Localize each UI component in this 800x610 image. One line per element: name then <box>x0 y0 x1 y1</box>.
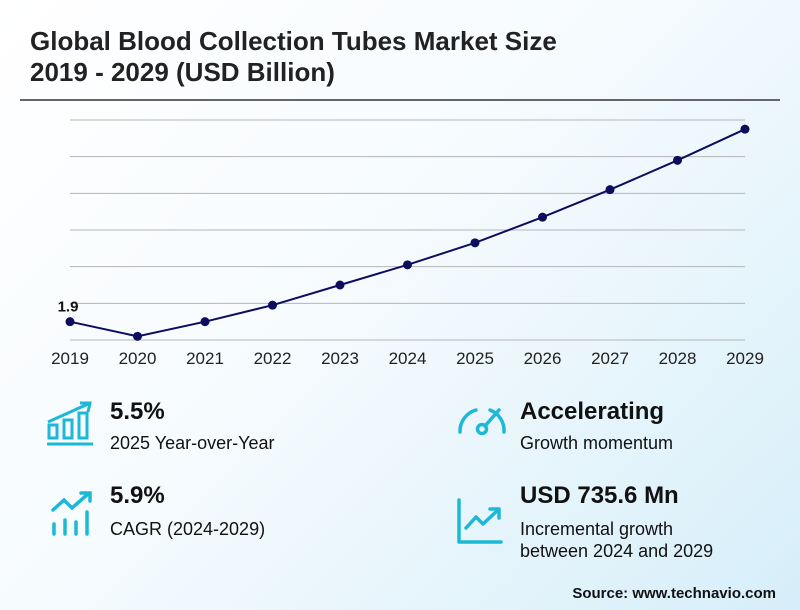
series-line <box>69 128 746 338</box>
stat-label: 2025 Year-over-Year <box>110 433 275 453</box>
x-tick-label: 2027 <box>591 349 629 368</box>
bar-chart-growth-icon <box>47 401 93 446</box>
chart-title: Global Blood Collection Tubes Market Siz… <box>30 26 557 88</box>
data-point <box>65 317 75 327</box>
source-text: Source: www.technavio.com <box>572 585 776 602</box>
x-tick-label: 2024 <box>389 349 427 368</box>
data-point <box>335 280 345 290</box>
title-divider <box>20 99 780 101</box>
x-tick-label: 2025 <box>456 349 494 368</box>
x-tick-label: 2020 <box>119 349 157 368</box>
stat-momentum: Accelerating Growth momentum <box>520 398 673 454</box>
stat-label-line-1: Incremental growth <box>520 519 674 539</box>
data-label: 1.9 <box>58 299 79 316</box>
stat-value: 5.9% <box>110 482 165 509</box>
data-point <box>538 212 547 222</box>
stat-value: Accelerating <box>520 398 665 425</box>
stat-value: USD 735.6 Mn <box>520 482 679 509</box>
data-point <box>268 300 277 310</box>
title-line-2: 2019 - 2029 (USD Billion) <box>30 57 335 87</box>
line-chart: 2019 2020 2021 2022 2023 2024 2025 2026 2027 2028… <box>51 119 764 368</box>
stat-label: Growth momentum <box>520 433 674 453</box>
stat-yoy: 5.5% 2025 Year-over-Year <box>110 398 274 454</box>
data-point <box>673 155 682 165</box>
stat-value: 5.5% <box>110 398 165 425</box>
x-tick-label: 2023 <box>321 349 359 368</box>
data-point <box>200 317 210 327</box>
x-tick-label: 2029 <box>726 349 764 368</box>
x-tick-label: 2028 <box>659 349 697 368</box>
stat-label-line-2: between 2024 and 2029 <box>520 541 714 561</box>
x-tick-label: 2022 <box>254 349 292 368</box>
stat-cagr: 5.9% CAGR (2024-2029) <box>110 482 265 540</box>
x-tick-label: 2019 <box>51 349 89 368</box>
x-tick-label: 2021 <box>186 349 224 368</box>
data-point <box>133 331 142 341</box>
stat-incremental: USD 735.6 Mn Incremental growth between … <box>520 482 713 562</box>
data-point <box>403 260 412 270</box>
title-line-1: Global Blood Collection Tubes Market Siz… <box>30 26 557 56</box>
data-point <box>605 185 615 195</box>
stat-label: CAGR (2024-2029) <box>110 519 266 539</box>
speedometer-icon <box>458 408 506 436</box>
data-point <box>470 238 480 248</box>
trend-bars-icon <box>51 491 92 536</box>
x-tick-label: 2026 <box>524 349 562 368</box>
line-chart-up-icon <box>457 498 503 544</box>
data-point <box>740 124 750 134</box>
